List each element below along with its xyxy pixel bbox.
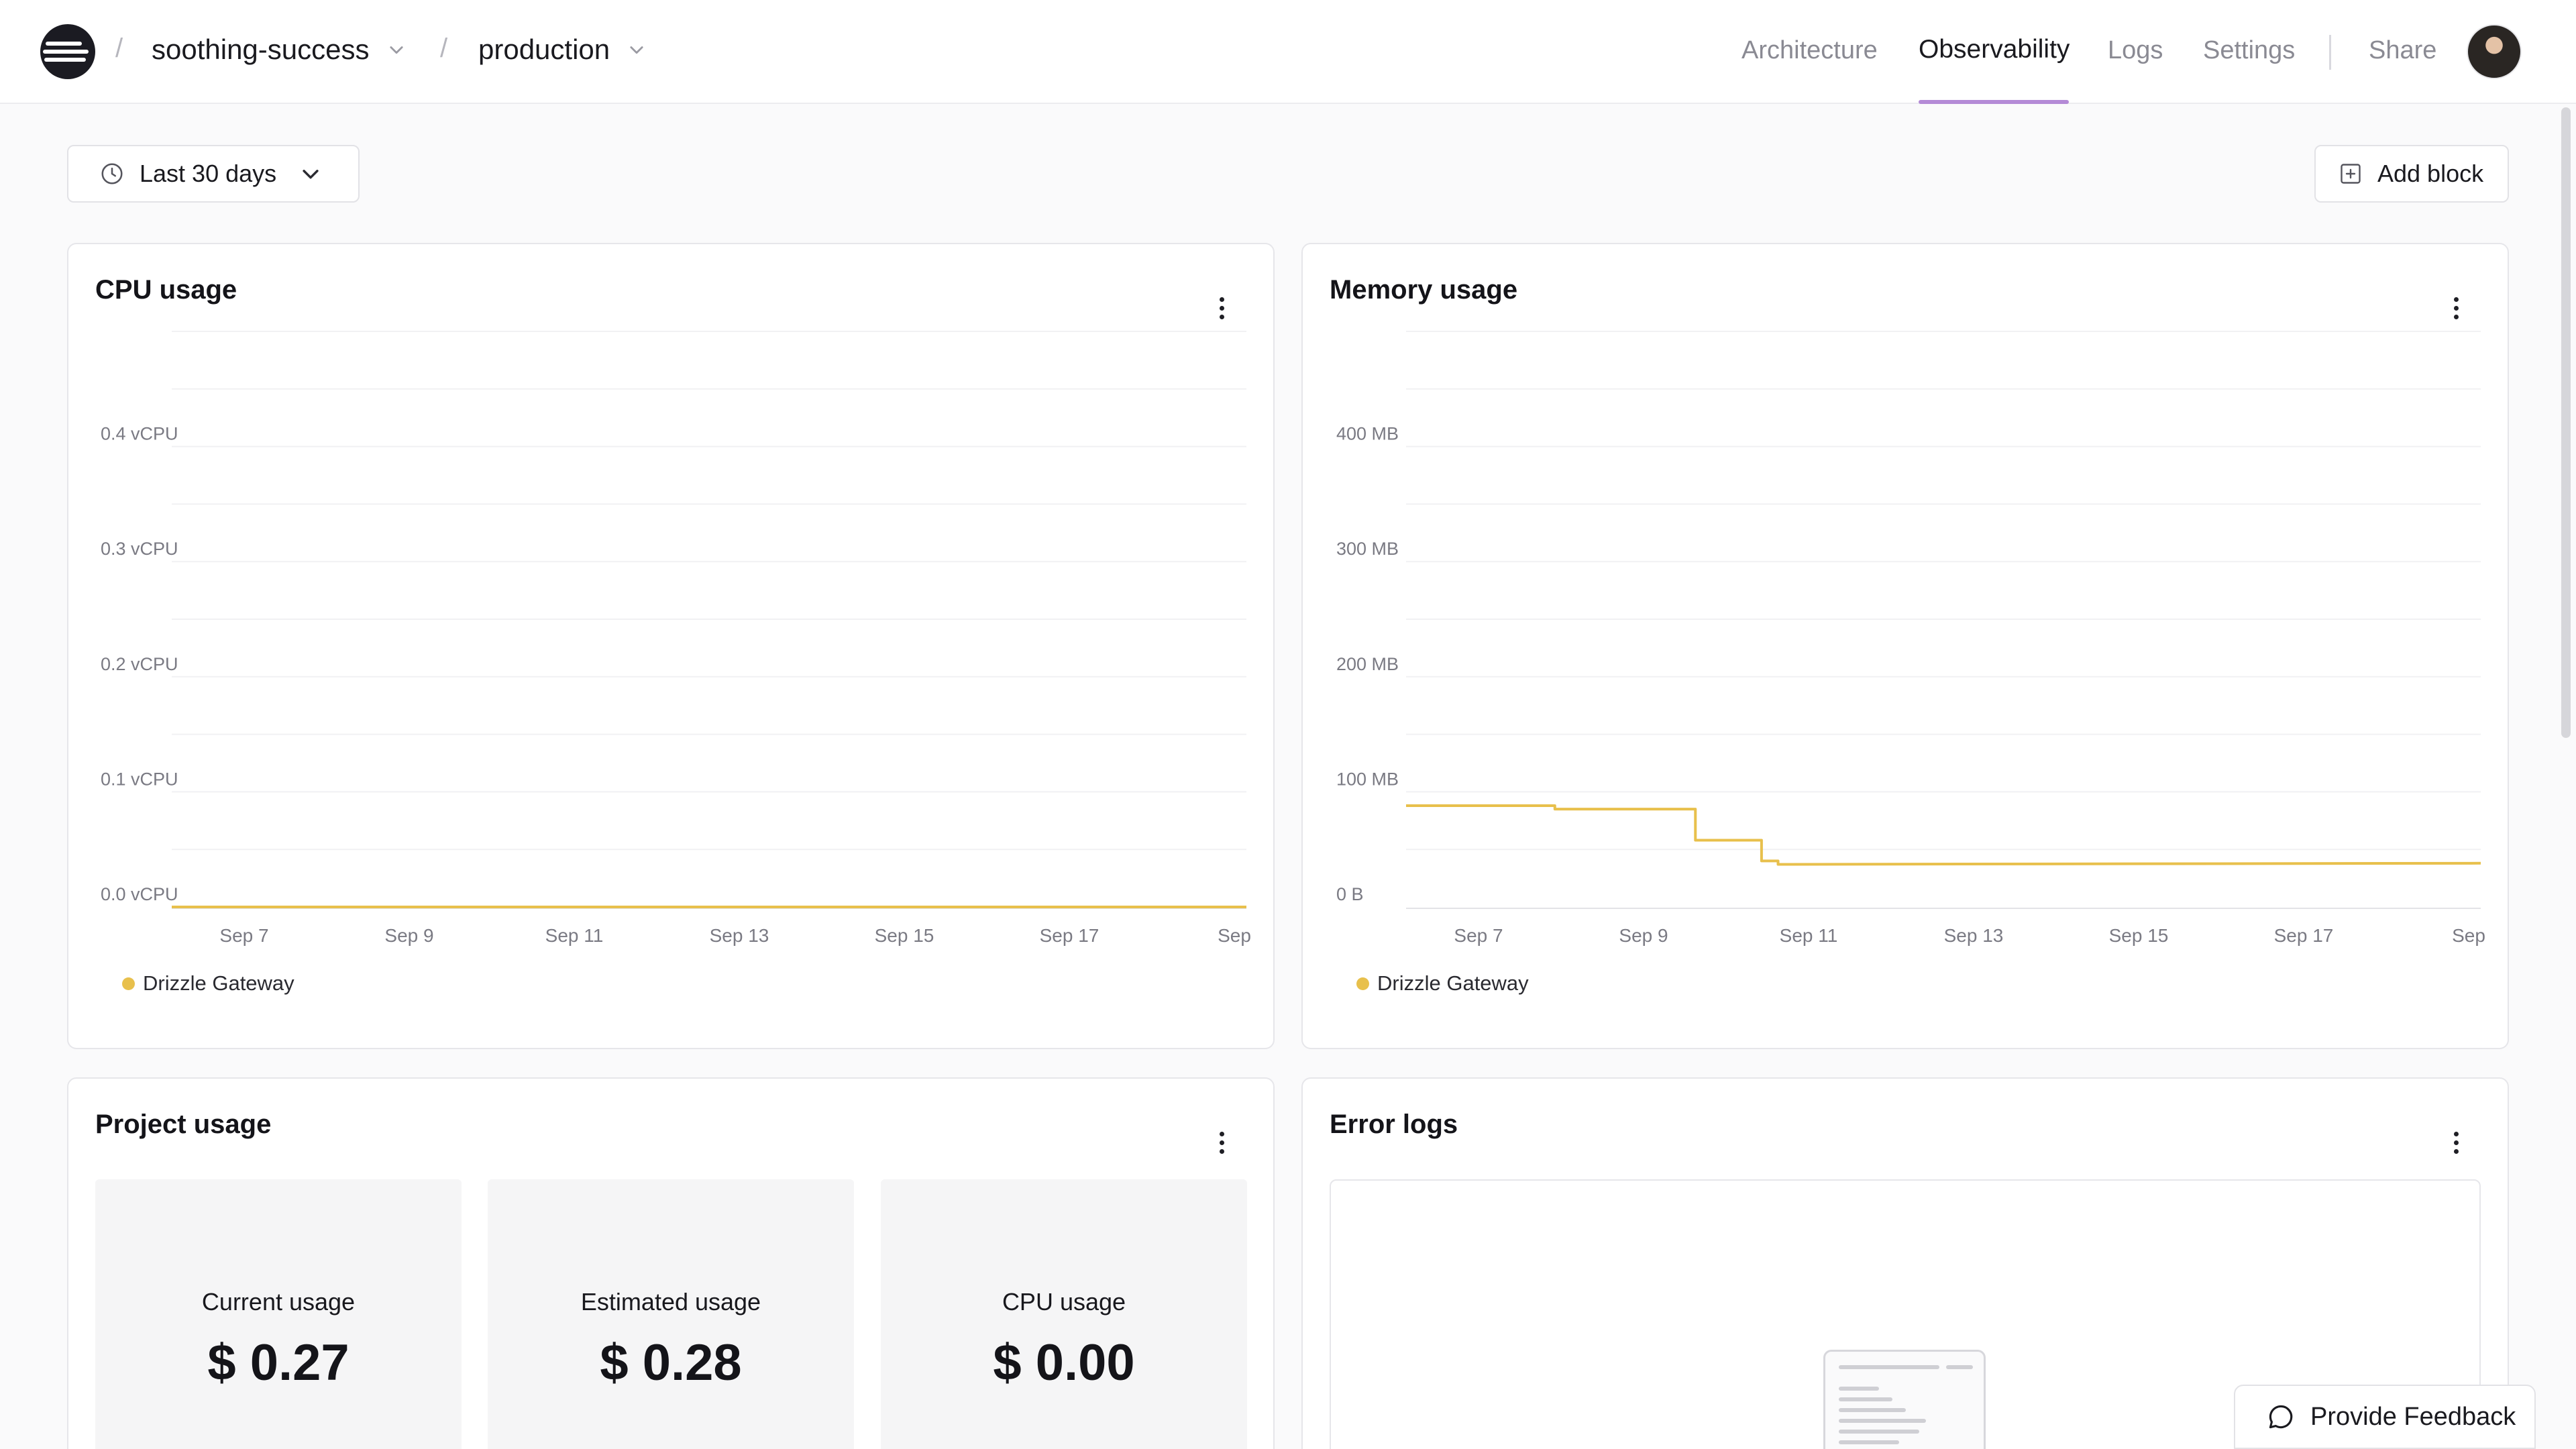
chart-legend: Drizzle Gateway [1356,971,1529,996]
memory-usage-card: Memory usage [1301,243,2509,1049]
card-title: Error logs [1330,1110,1458,1139]
tab-logs[interactable]: Logs [2108,36,2163,64]
feedback-label: Provide Feedback [2310,1402,2516,1431]
stat-label: Estimated usage [580,1288,761,1316]
stat-label: Current usage [201,1288,356,1316]
legend-label: Drizzle Gateway [143,971,294,995]
project-name: soothing-success [152,34,370,65]
nav-divider [2329,35,2331,70]
legend-label: Drizzle Gateway [1377,971,1529,995]
card-title: CPU usage [95,275,237,305]
more-options-icon[interactable] [1212,291,1232,325]
chart-legend: Drizzle Gateway [122,971,294,996]
project-selector[interactable]: soothing-success [152,34,406,66]
plus-square-icon [2341,164,2361,184]
time-range-label: Last 30 days [140,160,277,187]
stat-cpu-usage: CPU usage $ 0.00 [881,1179,1247,1449]
more-options-icon[interactable] [2446,291,2466,325]
scrollbar-thumb[interactable] [2561,107,2571,738]
stat-current-usage: Current usage $ 0.27 [95,1179,462,1449]
stat-estimated-usage: Estimated usage $ 0.28 [488,1179,854,1449]
stat-label: CPU usage [1002,1288,1126,1316]
tab-settings[interactable]: Settings [2203,36,2296,64]
top-navigation-bar: / soothing-success / production Architec… [0,0,2576,104]
user-avatar[interactable] [2467,24,2522,79]
tab-architecture[interactable]: Architecture [1741,36,1878,64]
time-range-dropdown[interactable]: Last 30 days [67,145,360,203]
chevron-down-icon [630,46,643,54]
stat-value: $ 0.00 [993,1334,1135,1391]
breadcrumb-separator: / [115,34,123,63]
more-options-icon[interactable] [2446,1126,2466,1159]
card-title: Project usage [95,1110,272,1139]
stat-value: $ 0.28 [600,1334,742,1391]
logo-icon[interactable] [40,24,95,79]
cpu-usage-card: CPU usage [67,243,1275,1049]
provide-feedback-button[interactable]: Provide Feedback [2234,1385,2536,1449]
breadcrumb-separator: / [440,34,448,63]
legend-swatch [122,977,135,990]
chevron-down-icon [389,46,403,54]
chevron-down-icon [303,170,319,179]
add-block-label: Add block [2377,160,2484,187]
card-title: Memory usage [1330,275,1518,305]
clock-icon [101,163,123,184]
active-tab-indicator [1919,100,2069,104]
legend-swatch [1356,977,1369,990]
empty-logs-document-icon [1823,1350,1986,1449]
stat-value: $ 0.27 [207,1334,350,1391]
chat-bubble-icon [2269,1405,2293,1429]
more-options-icon[interactable] [1212,1126,1232,1159]
share-button[interactable]: Share [2369,36,2437,64]
tab-observability[interactable]: Observability [1919,35,2070,64]
environment-name: production [478,34,610,65]
environment-selector[interactable]: production [478,34,646,66]
add-block-button[interactable]: Add block [2314,145,2509,203]
